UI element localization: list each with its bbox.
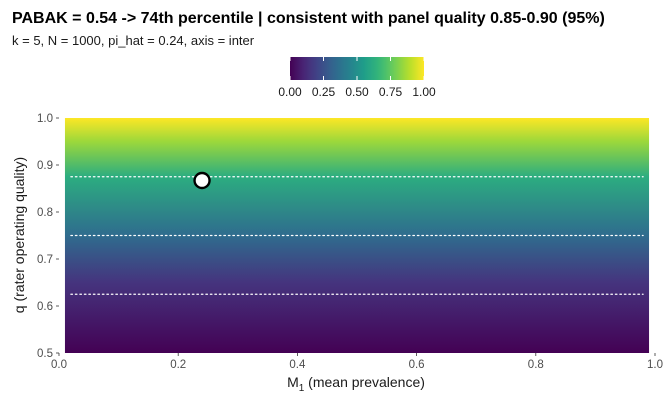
colorbar-tick-label: 0.75 [379,85,403,99]
y-tick-label: 0.5 [37,348,53,360]
colorbar-gradient [290,57,424,80]
x-axis-ticks: 0.0 0.2 0.4 0.6 0.8 1.0 [51,353,663,371]
x-tick-label: 0.2 [170,359,186,371]
reference-lines [70,176,644,295]
y-tick-label: 0.9 [37,160,53,172]
colorbar-ticks: 0.00 0.25 0.50 0.75 1.00 [278,57,436,99]
plot-area [64,118,650,353]
chart-subtitle: k = 5, N = 1000, pi_hat = 0.24, axis = i… [12,33,255,48]
x-axis-label-rest: (mean prevalence) [304,374,425,390]
x-tick-label: 0.4 [289,359,306,371]
y-tick-label: 0.8 [37,207,53,219]
colorbar: 0.00 0.25 0.50 0.75 1.00 [278,57,436,99]
x-tick-label: 1.0 [647,359,663,371]
colorbar-tick-label: 0.00 [278,85,302,99]
x-tick-label: 0.0 [51,359,67,371]
x-axis-label-main: M [287,374,299,390]
x-tick-label: 0.8 [528,359,544,371]
y-tick-label: 0.6 [37,301,53,313]
y-axis-label: q (rater operating quality) [11,157,27,313]
x-axis-label-subscript: 1 [299,383,305,394]
colorbar-tick-label: 0.50 [345,85,369,99]
y-tick-label: 0.7 [37,254,53,266]
x-axis-label: M1 (mean prevalence) [287,374,425,394]
x-tick-label: 0.6 [409,359,425,371]
y-axis-ticks: 0.5 0.6 0.7 0.8 0.9 1.0 [37,113,59,360]
chart-title: PABAK = 0.54 -> 74th percentile | consis… [12,10,605,27]
y-tick-label: 1.0 [37,113,53,125]
colorbar-tick-label: 1.00 [412,85,436,99]
colorbar-tick-label: 0.25 [312,85,336,99]
observed-point-marker [193,171,211,190]
